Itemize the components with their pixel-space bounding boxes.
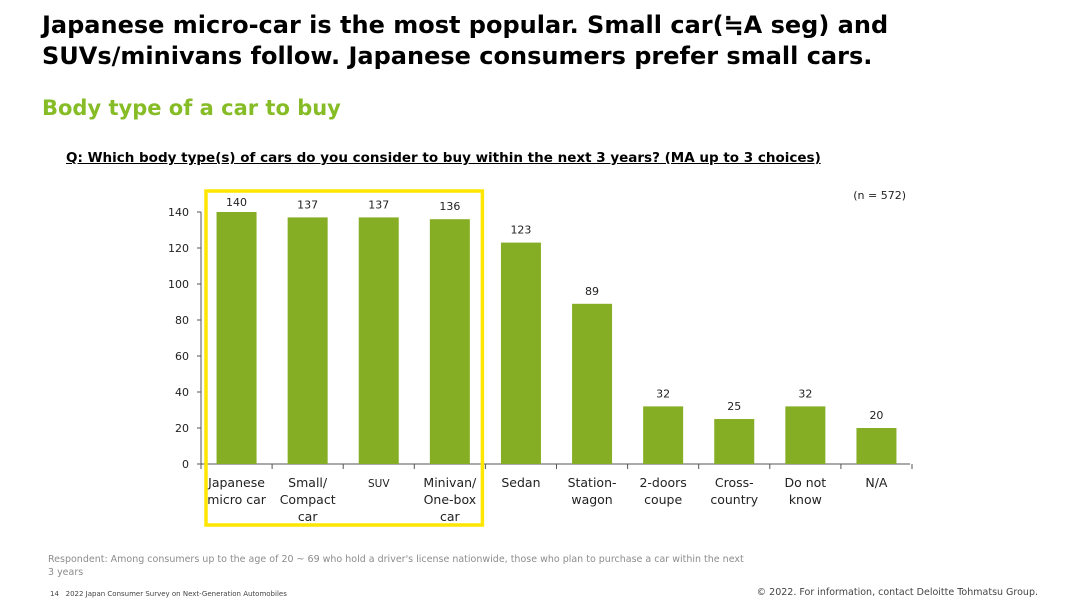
respondent-note: Respondent: Among consumers up to the ag…: [48, 554, 744, 578]
bar-value-label: 140: [226, 196, 247, 209]
category-label: wagon: [571, 492, 612, 507]
y-tick-label: 60: [175, 350, 189, 363]
category-label: car: [440, 509, 461, 524]
bar: [216, 212, 257, 464]
bar: [714, 419, 755, 464]
y-tick-label: 80: [175, 314, 189, 327]
bar-value-label: 136: [439, 200, 460, 213]
y-tick-label: 40: [175, 386, 189, 399]
y-tick-label: 0: [182, 458, 189, 471]
category-label: One-box: [424, 492, 477, 507]
category-label: Station-: [568, 475, 617, 490]
chart-subtitle: Body type of a car to buy: [42, 96, 341, 120]
category-label: SUV: [368, 478, 390, 490]
bar-value-label: 123: [510, 224, 531, 237]
category-label: Sedan: [501, 475, 540, 490]
category-label: country: [710, 492, 758, 507]
category-label: Cross-: [715, 475, 754, 490]
bar: [429, 219, 470, 464]
highlight-box: [204, 189, 485, 527]
bar-value-label: 32: [656, 387, 670, 400]
bar-value-label: 89: [585, 285, 599, 298]
category-label: know: [789, 492, 822, 507]
slide-headline: Japanese micro-car is the most popular. …: [42, 11, 889, 70]
survey-question: Q: Which body type(s) of cars do you con…: [66, 150, 821, 166]
bar: [856, 428, 897, 464]
bar-value-label: 137: [368, 198, 389, 211]
bar: [287, 217, 328, 464]
page-number: 14: [50, 590, 59, 598]
footer-title: 2022 Japan Consumer Survey on Next-Gener…: [65, 590, 287, 598]
y-tick-label: 140: [168, 206, 189, 219]
category-label: N/A: [865, 475, 888, 490]
bar-value-label: 20: [869, 409, 883, 422]
bar: [572, 303, 613, 464]
category-label: Minivan/: [423, 475, 477, 490]
bar: [358, 217, 399, 464]
category-label: car: [298, 509, 319, 524]
bar-value-label: 32: [798, 387, 812, 400]
y-tick-label: 120: [168, 242, 189, 255]
sample-size-label: (n = 572): [853, 189, 906, 202]
category-label: Small/: [288, 475, 328, 490]
bar: [785, 406, 826, 464]
bar: [643, 406, 684, 464]
footer-left: 14 2022 Japan Consumer Survey on Next-Ge…: [50, 590, 287, 598]
y-tick-label: 20: [175, 422, 189, 435]
bar: [500, 242, 541, 464]
category-label: Do not: [784, 475, 826, 490]
category-label: micro car: [207, 492, 267, 507]
footer-copyright: © 2022. For information, contact Deloitt…: [756, 587, 1038, 598]
bar-value-label: 25: [727, 400, 741, 413]
category-label: Compact: [280, 492, 336, 507]
category-label: Japanese: [207, 475, 265, 490]
y-tick-label: 100: [168, 278, 189, 291]
category-label: 2-doors: [639, 475, 686, 490]
bar-value-label: 137: [297, 198, 318, 211]
category-label: coupe: [644, 492, 682, 507]
